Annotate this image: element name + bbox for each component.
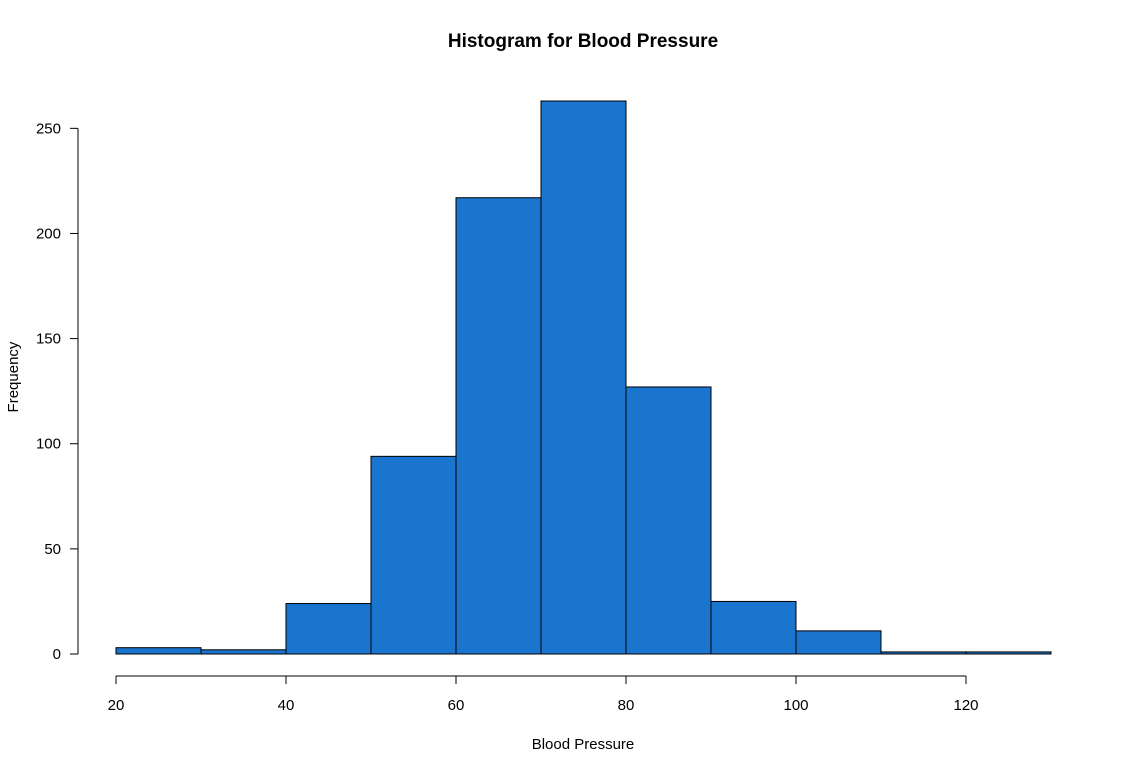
- histogram-bar: [965, 651, 1052, 655]
- y-tick-label: 50: [44, 541, 61, 558]
- histogram-bar: [625, 386, 712, 655]
- x-tick-label: 20: [108, 697, 125, 714]
- y-tick-label: 0: [53, 646, 61, 663]
- y-tick-label: 250: [36, 120, 61, 137]
- histogram-bar: [880, 651, 967, 655]
- x-tick-label: 40: [278, 697, 295, 714]
- y-axis: 0 50 100 150 200 250: [36, 120, 79, 663]
- histogram-bar: [200, 649, 287, 655]
- x-axis-label: Blood Pressure: [532, 736, 635, 753]
- histogram-bar: [710, 600, 797, 655]
- chart-title: Histogram for Blood Pressure: [448, 31, 718, 52]
- histogram-bar: [370, 455, 457, 655]
- x-axis: 20 40 60 80 100 120: [108, 675, 979, 714]
- histogram-bar: [795, 630, 882, 655]
- y-tick-label: 200: [36, 225, 61, 242]
- y-tick-label: 150: [36, 331, 61, 348]
- histogram-bar: [285, 603, 372, 655]
- x-tick-label: 80: [618, 697, 635, 714]
- histogram-bar: [455, 197, 542, 655]
- histogram-bar: [115, 647, 202, 655]
- y-axis-label: Frequency: [5, 341, 22, 412]
- y-tick-label: 100: [36, 436, 61, 453]
- x-tick-label: 60: [448, 697, 465, 714]
- histogram-bar: [540, 100, 627, 655]
- x-tick-label: 100: [783, 697, 808, 714]
- x-tick-label: 120: [953, 697, 978, 714]
- bars-group: [115, 100, 1052, 655]
